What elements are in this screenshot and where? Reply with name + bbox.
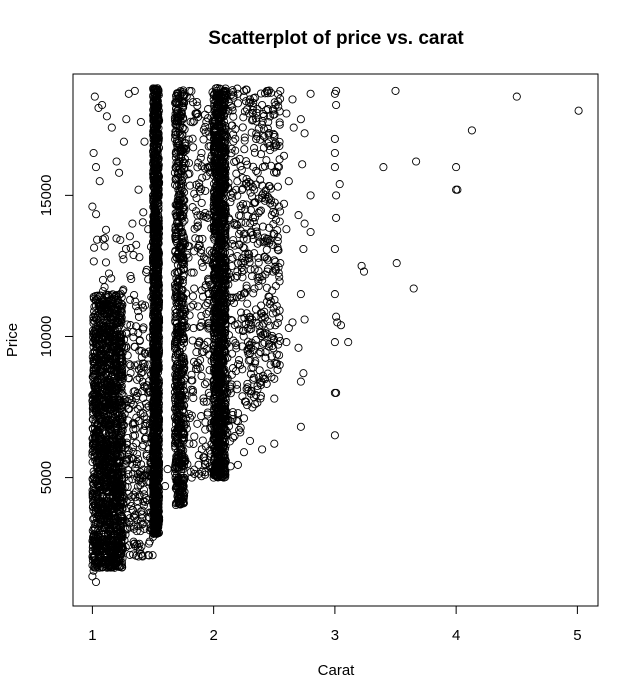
data-point [117,309,126,318]
data-point [118,357,127,366]
data-point [90,519,99,528]
scatter-points [88,84,583,587]
data-point [117,563,126,572]
data-point [99,361,108,370]
data-point [134,329,143,338]
data-point [117,542,126,552]
data-point [89,524,98,533]
data-point [105,424,114,433]
data-point [89,366,98,375]
data-point [117,318,126,327]
data-point [92,397,101,406]
data-point [106,343,115,352]
data-point [117,299,126,308]
data-point [90,429,99,438]
data-point [117,561,126,570]
chart-title: Scatterplot of price vs. carat [208,28,464,49]
data-point [96,300,105,309]
data-point [104,415,113,424]
data-point [88,458,97,467]
data-point [90,538,99,547]
data-point [90,562,99,571]
